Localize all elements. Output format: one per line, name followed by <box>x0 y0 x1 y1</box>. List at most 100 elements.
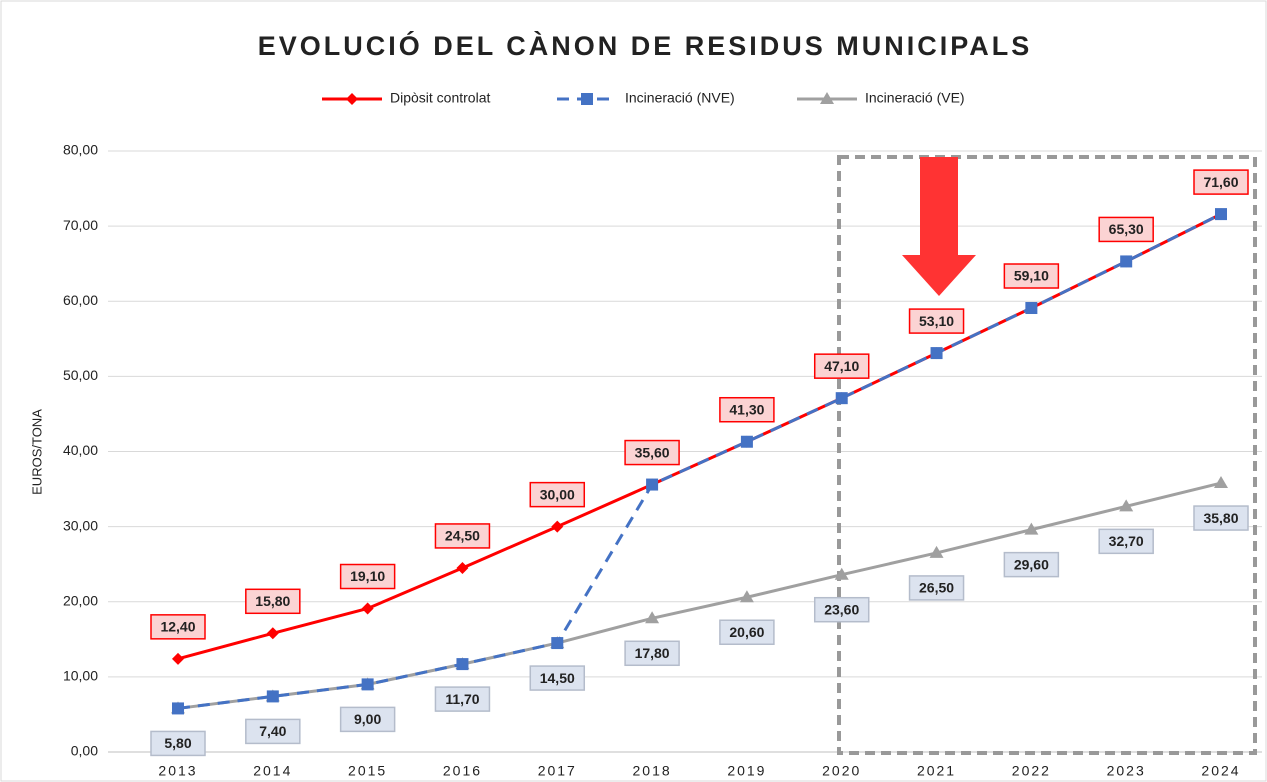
value-label: 23,60 <box>824 601 859 617</box>
y-tick-label: 20,00 <box>63 592 98 608</box>
x-tick-label: 2022 <box>1012 763 1051 779</box>
x-tick-label: 2023 <box>1107 763 1146 779</box>
marker <box>835 392 848 405</box>
value-label: 30,00 <box>540 486 575 502</box>
marker <box>172 702 184 715</box>
legend-label: Incineració (NVE) <box>625 90 735 106</box>
value-label: 5,80 <box>164 735 191 751</box>
marker <box>1215 208 1227 221</box>
marker <box>456 658 469 671</box>
y-tick-label: 10,00 <box>63 668 98 684</box>
x-tick-label: 2024 <box>1201 763 1240 779</box>
y-tick-label: 30,00 <box>63 517 98 533</box>
value-label: 19,10 <box>350 568 385 584</box>
value-label-box <box>813 596 870 623</box>
value-label-box <box>624 640 680 667</box>
line <box>177 212 1222 710</box>
x-tick-label: 2019 <box>727 763 766 779</box>
marker <box>266 690 279 703</box>
value-label-box <box>719 396 775 423</box>
value-label-box <box>339 563 396 590</box>
marker <box>361 678 374 691</box>
value-label: 17,80 <box>635 645 670 661</box>
value-label-box <box>1193 505 1249 531</box>
value-label-box <box>339 706 396 733</box>
value-label: 20,60 <box>729 624 764 640</box>
x-tick-label: 2017 <box>538 763 577 779</box>
value-label: 65,30 <box>1109 221 1144 237</box>
value-label-box <box>434 686 491 712</box>
value-label-box <box>813 353 870 379</box>
value-label-box <box>1098 528 1154 555</box>
value-label: 53,10 <box>919 313 954 329</box>
highlight-box <box>837 155 1257 755</box>
marker <box>172 652 184 665</box>
value-label: 47,10 <box>824 358 859 374</box>
marker <box>266 627 279 640</box>
value-label: 59,10 <box>1014 268 1049 284</box>
y-tick-label: 40,00 <box>63 442 98 458</box>
x-tick-label: 2020 <box>822 763 861 779</box>
value-label: 32,70 <box>1109 533 1144 549</box>
value-label-box <box>529 665 586 691</box>
value-label-box <box>1003 551 1060 578</box>
value-label-box <box>245 718 301 745</box>
value-label: 14,50 <box>540 670 575 686</box>
x-tick-label: 2016 <box>443 763 482 779</box>
marker <box>551 637 564 650</box>
chart-title: EVOLUCIÓ DEL CÀNON DE RESIDUS MUNICIPALS <box>258 30 1033 61</box>
marker <box>551 520 564 533</box>
marker <box>929 545 944 558</box>
marker <box>456 561 469 574</box>
value-label-box <box>434 523 491 549</box>
y-tick-label: 80,00 <box>63 142 98 158</box>
marker <box>1120 255 1133 268</box>
arrow <box>902 157 976 296</box>
y-axis-label: EUROS/TONA <box>29 409 44 495</box>
marker <box>646 478 659 491</box>
x-tick-label: 2018 <box>633 763 672 779</box>
y-tick-label: 60,00 <box>63 292 98 308</box>
legend-label: Dipòsit controlat <box>390 90 490 106</box>
value-label-box <box>1193 169 1249 195</box>
value-label: 7,40 <box>259 723 286 739</box>
value-label: 12,40 <box>160 619 195 635</box>
marker <box>930 347 943 360</box>
value-label: 15,80 <box>255 593 290 609</box>
value-label: 41,30 <box>729 401 764 417</box>
marker <box>1024 522 1039 535</box>
value-label-box <box>908 308 965 334</box>
value-label-box <box>245 588 301 615</box>
value-label: 9,00 <box>354 711 381 727</box>
value-label-box <box>624 439 680 466</box>
value-label: 35,80 <box>1203 510 1238 526</box>
marker <box>361 602 374 615</box>
x-tick-label: 2013 <box>158 763 197 779</box>
marker <box>1119 499 1134 512</box>
marker <box>834 567 849 580</box>
grid <box>108 150 1262 753</box>
value-label-box <box>150 730 206 757</box>
x-tick-label: 2014 <box>253 763 292 779</box>
value-label-box <box>719 619 775 645</box>
x-tick-label: 2021 <box>917 763 956 779</box>
value-label: 26,50 <box>919 580 954 596</box>
legend-marker <box>346 93 358 105</box>
marker <box>1214 476 1228 489</box>
value-label-box <box>1003 263 1060 289</box>
legend-label: Incineració (VE) <box>865 90 965 106</box>
y-tick-label: 50,00 <box>63 367 98 383</box>
y-tick-label: 0,00 <box>71 743 98 759</box>
value-label-box <box>1098 216 1154 243</box>
x-tick-label: 2015 <box>348 763 387 779</box>
value-label-box <box>529 481 586 508</box>
marker <box>739 590 754 603</box>
line <box>177 481 1222 710</box>
marker <box>1025 302 1038 315</box>
y-tick-label: 70,00 <box>63 217 98 233</box>
legend-marker <box>581 93 593 105</box>
value-label: 11,70 <box>445 691 479 707</box>
legend-marker <box>820 92 834 104</box>
marker <box>645 611 660 624</box>
